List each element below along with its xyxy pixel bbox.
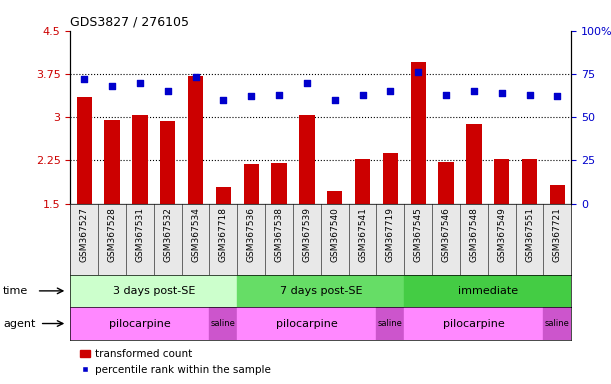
Bar	[70, 275, 237, 307]
Bar	[550, 185, 565, 204]
Point	[525, 92, 535, 98]
Point	[469, 88, 479, 94]
Bar	[104, 120, 120, 204]
Bar	[382, 154, 398, 204]
Point	[107, 83, 117, 89]
Point	[191, 74, 200, 81]
Text: GSM367539: GSM367539	[302, 207, 312, 262]
Point	[330, 97, 340, 103]
Text: GSM367536: GSM367536	[247, 207, 255, 262]
Bar	[271, 163, 287, 204]
Bar	[327, 191, 342, 204]
Point	[552, 93, 562, 99]
Text: saline: saline	[378, 319, 403, 328]
Text: GSM367540: GSM367540	[330, 207, 339, 262]
Point	[386, 88, 395, 94]
Bar	[160, 121, 175, 204]
Point	[413, 69, 423, 75]
Text: GSM367549: GSM367549	[497, 207, 506, 262]
Text: saline: saline	[545, 319, 570, 328]
Text: GSM367532: GSM367532	[163, 207, 172, 262]
Text: GSM367546: GSM367546	[442, 207, 450, 262]
Bar	[404, 307, 543, 340]
Text: GSM367527: GSM367527	[79, 207, 89, 262]
Text: GSM367718: GSM367718	[219, 207, 228, 262]
Point	[497, 90, 507, 96]
Bar	[494, 159, 510, 204]
Point	[302, 79, 312, 86]
Text: GSM367528: GSM367528	[108, 207, 117, 262]
Text: agent: agent	[3, 318, 35, 329]
Text: pilocarpine: pilocarpine	[443, 318, 505, 329]
Text: GSM367545: GSM367545	[414, 207, 423, 262]
Text: GSM367538: GSM367538	[274, 207, 284, 262]
Text: GSM367548: GSM367548	[469, 207, 478, 262]
Text: GSM367721: GSM367721	[553, 207, 562, 262]
Bar	[522, 159, 537, 204]
Text: GDS3827 / 276105: GDS3827 / 276105	[70, 15, 189, 28]
Bar	[466, 124, 481, 204]
Point	[441, 92, 451, 98]
Text: 3 days post-SE: 3 days post-SE	[112, 286, 195, 296]
Point	[219, 97, 229, 103]
Bar	[404, 275, 571, 307]
Text: GSM367541: GSM367541	[358, 207, 367, 262]
Bar	[188, 76, 203, 204]
Text: GSM367534: GSM367534	[191, 207, 200, 262]
Point	[357, 92, 367, 98]
Point	[274, 92, 284, 98]
Text: GSM367531: GSM367531	[136, 207, 144, 262]
Bar	[237, 307, 376, 340]
Bar	[70, 307, 210, 340]
Point	[163, 88, 172, 94]
Bar	[299, 116, 315, 204]
Text: saline: saline	[211, 319, 236, 328]
Point	[79, 76, 89, 82]
Text: 7 days post-SE: 7 days post-SE	[279, 286, 362, 296]
Bar	[132, 116, 147, 204]
Bar	[543, 307, 571, 340]
Text: pilocarpine: pilocarpine	[276, 318, 338, 329]
Bar	[376, 307, 404, 340]
Bar	[355, 159, 370, 204]
Bar	[210, 307, 237, 340]
Bar	[411, 62, 426, 204]
Bar	[216, 187, 231, 204]
Bar	[438, 162, 454, 204]
Text: GSM367551: GSM367551	[525, 207, 534, 262]
Point	[135, 79, 145, 86]
Legend: transformed count, percentile rank within the sample: transformed count, percentile rank withi…	[76, 345, 276, 379]
Bar	[244, 164, 259, 204]
Bar	[237, 275, 404, 307]
Text: GSM367719: GSM367719	[386, 207, 395, 262]
Text: time: time	[3, 286, 28, 296]
Text: immediate: immediate	[458, 286, 518, 296]
Text: pilocarpine: pilocarpine	[109, 318, 170, 329]
Point	[246, 93, 256, 99]
Bar	[76, 97, 92, 204]
